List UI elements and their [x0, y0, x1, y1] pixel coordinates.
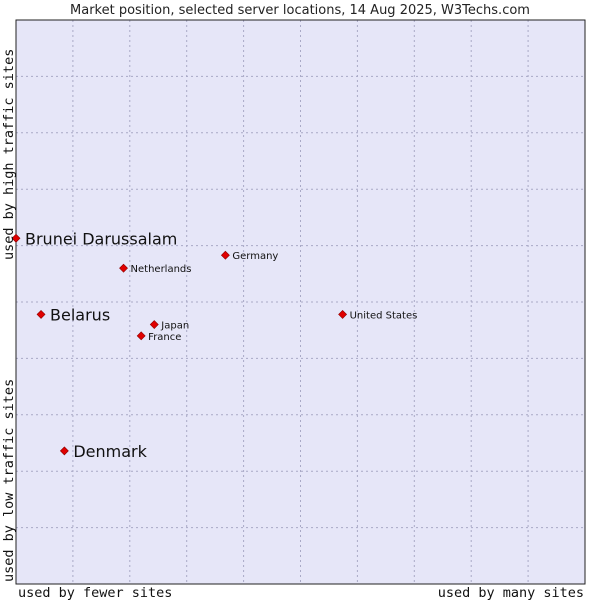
data-point: Germany [220, 250, 278, 262]
data-point: Belarus [36, 305, 110, 324]
point-marker [338, 309, 348, 319]
point-label: Belarus [50, 305, 110, 324]
data-point: France [136, 331, 181, 343]
point-marker [220, 250, 230, 260]
data-points: Brunei Darussalam Belarus Denmark Germany Ne… [11, 229, 418, 461]
y-axis-label-top: used by high traffic sites [1, 49, 17, 260]
point-label: United States [350, 310, 418, 321]
point-label: Denmark [73, 442, 147, 461]
grid [16, 20, 585, 584]
data-point: United States [338, 309, 418, 321]
y-axis-label-bottom: used by low traffic sites [1, 379, 17, 582]
point-marker [136, 331, 146, 341]
data-point: Netherlands [119, 263, 192, 275]
point-marker [119, 263, 128, 273]
point-marker [149, 320, 159, 329]
data-point: Brunei Darussalam [11, 229, 177, 248]
plot-border [15, 19, 586, 585]
point-label: France [148, 332, 181, 343]
data-point: Denmark [59, 442, 148, 461]
data-point: Japan [149, 320, 189, 332]
point-label: Germany [232, 251, 278, 262]
x-axis-label-right: used by many sites [438, 585, 584, 600]
point-marker [36, 309, 46, 319]
point-label: Japan [160, 321, 189, 332]
point-marker [59, 446, 69, 456]
point-label: Netherlands [131, 264, 192, 275]
chart-title: Market position, selected server locatio… [70, 3, 530, 18]
x-axis-label-left: used by fewer sites [18, 585, 172, 600]
point-marker [11, 233, 21, 243]
point-label: Brunei Darussalam [25, 229, 177, 248]
